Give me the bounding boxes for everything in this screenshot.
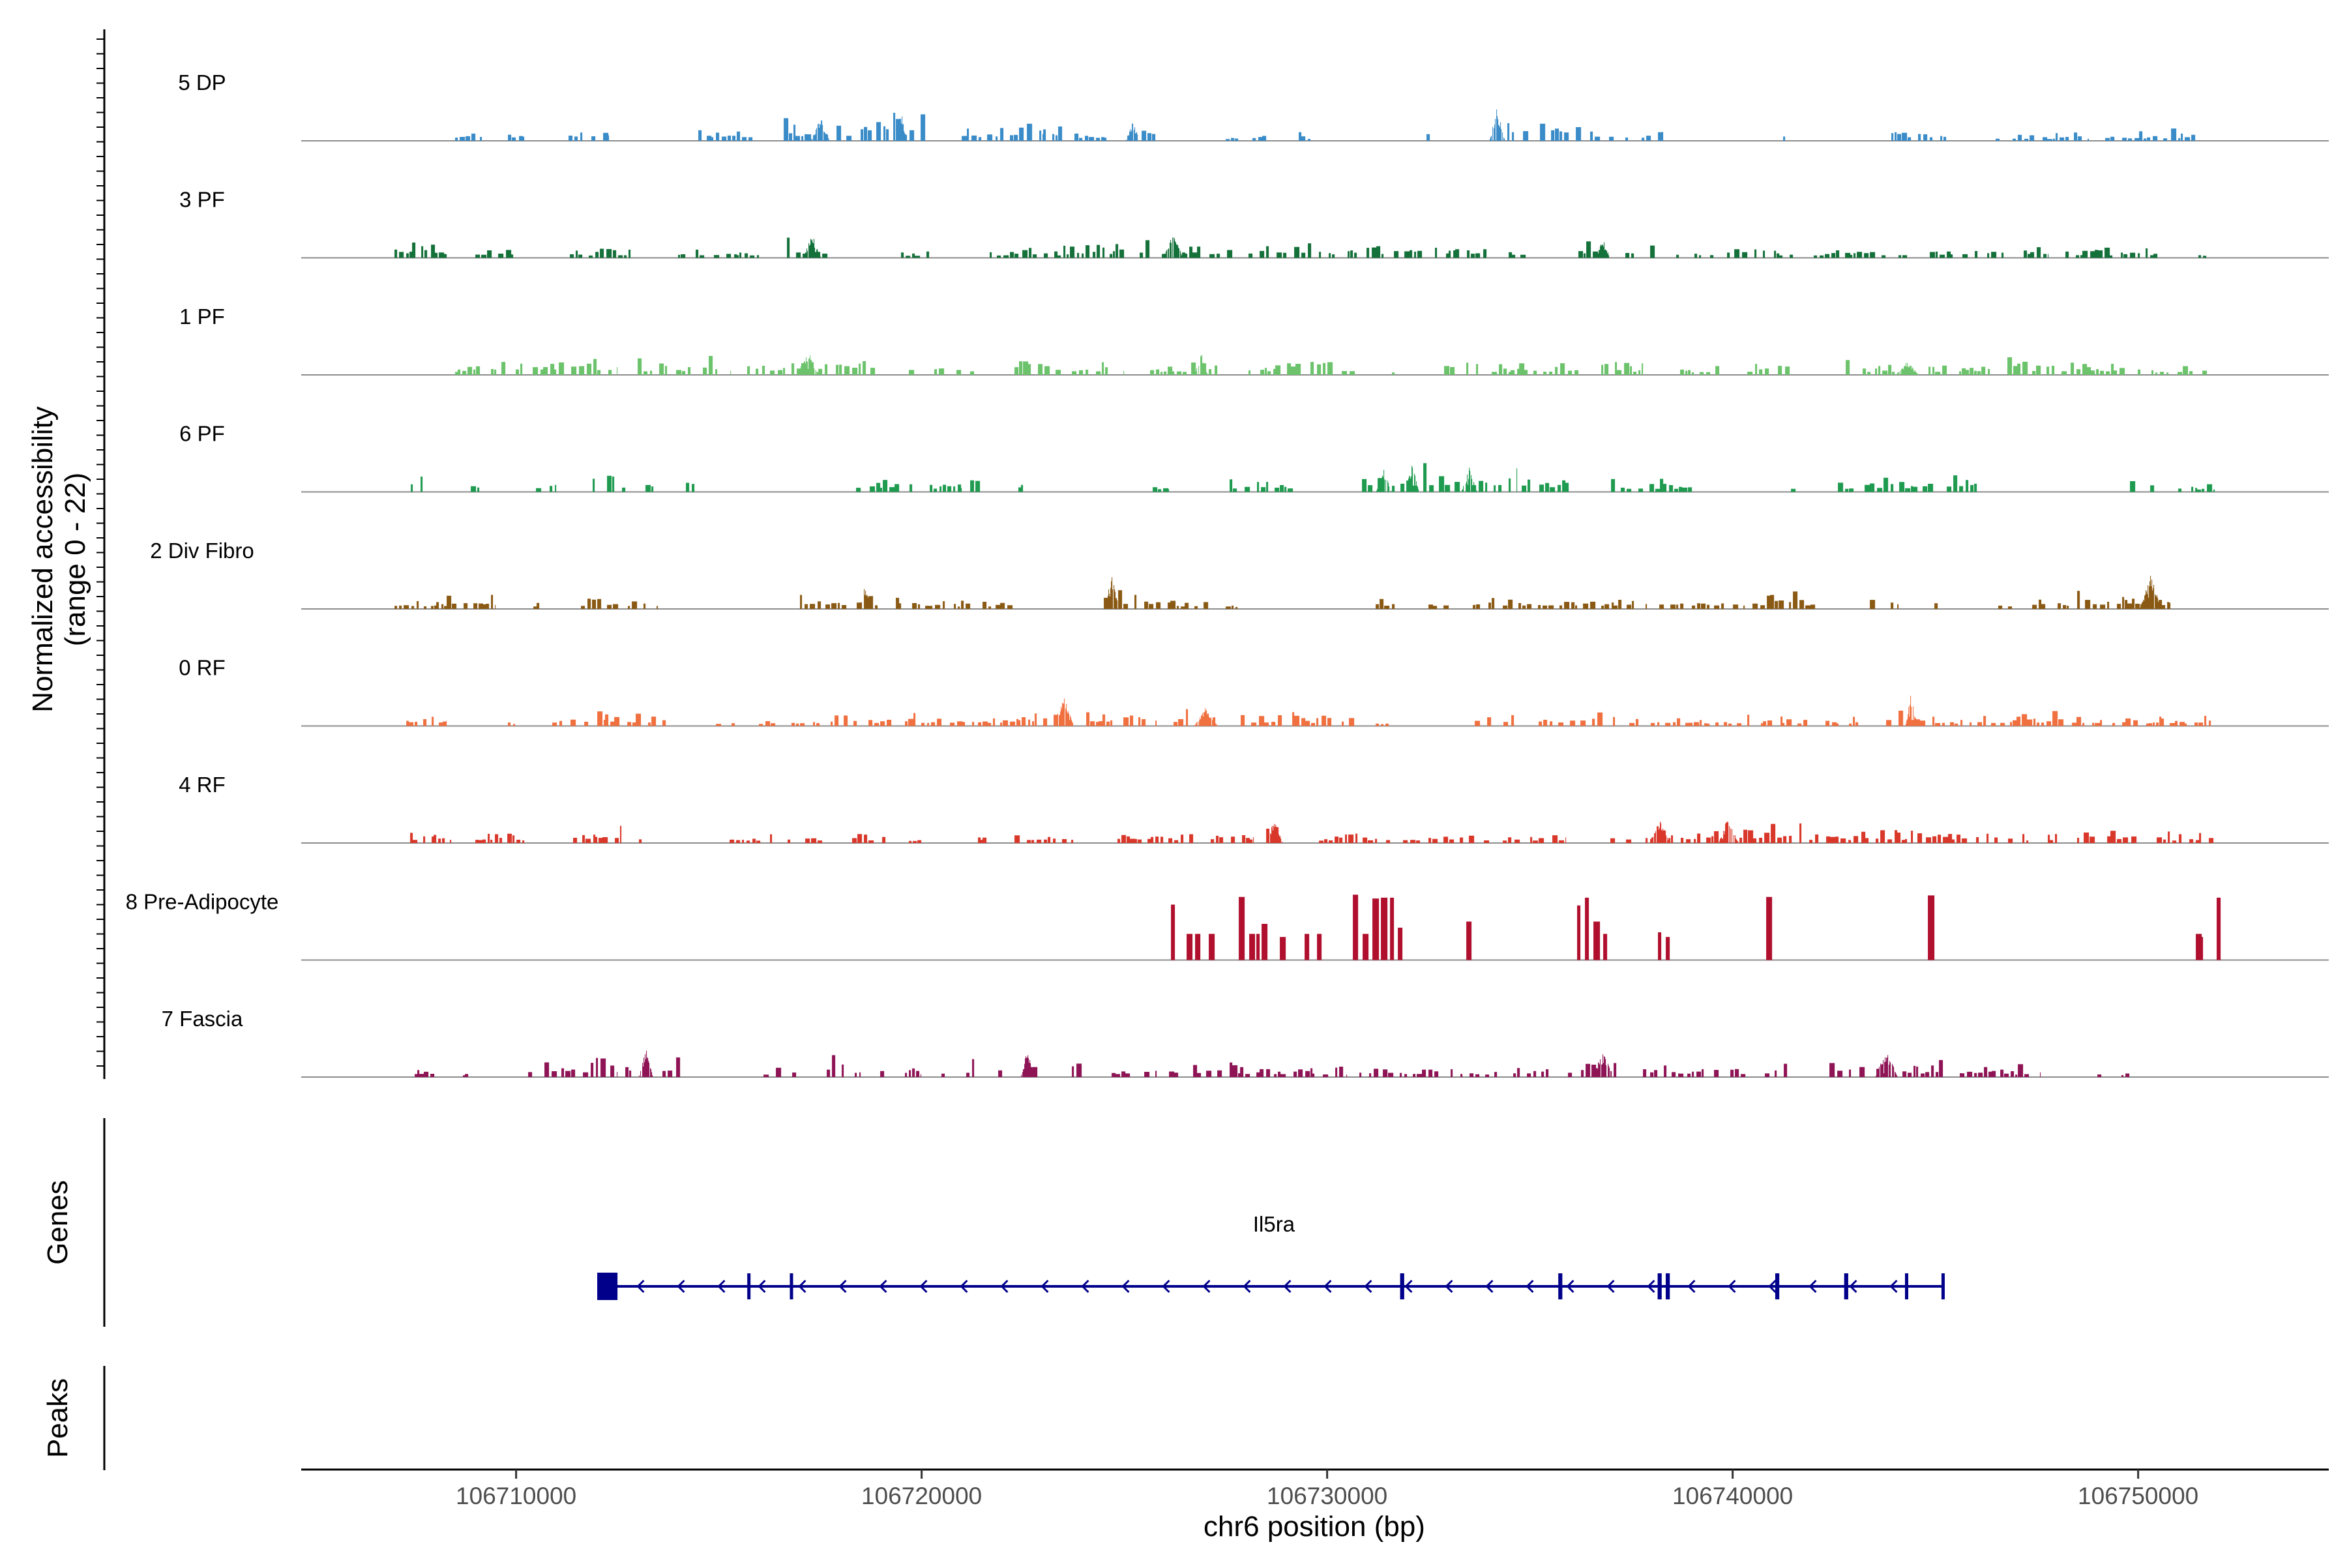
track-area-6-pf [411,463,2215,492]
strand-arrow [1041,1279,1049,1294]
gene-exon [747,1273,751,1299]
strand-arrow [838,1279,847,1294]
track-label-1-pf: 1 PF [179,304,225,329]
gene-exon [1400,1273,1404,1299]
track-4-rf: 4 RF [179,773,2329,844]
track-3-pf: 3 PF [179,188,2329,259]
track-label-8-pre-adipocyte: 8 Pre-Adipocyte [126,890,279,914]
track-label-0-rf: 0 RF [179,656,226,680]
strand-arrow [1162,1279,1170,1294]
track-6-pf: 6 PF [179,422,2329,493]
strand-arrow [1889,1279,1898,1294]
strand-arrow [1485,1279,1494,1294]
strand-arrow [1323,1279,1332,1294]
track-area-5-dp [455,109,2196,141]
strand-arrow [879,1279,887,1294]
gene-exon [1666,1273,1670,1299]
gene-exon [790,1273,793,1299]
strand-arrow [960,1279,968,1294]
x-tick-label: 106710000 [456,1483,576,1509]
gene-exon [1941,1273,1945,1299]
track-2-div-fibro: 2 Div Fibro [150,539,2329,610]
track-label-5-dp: 5 DP [178,70,226,95]
y-axis-title: Normalized accessibility [27,406,59,712]
gene-exon-utr [597,1273,618,1300]
track-label-4-rf: 4 RF [179,773,226,797]
track-area-0-rf [406,696,2211,726]
track-5-dp: 5 DP [178,70,2329,141]
strand-arrow [1647,1279,1655,1294]
track-label-7-fascia: 7 Fascia [162,1007,243,1031]
strand-arrow [1202,1279,1211,1294]
gene-exon [1844,1273,1848,1299]
gene-name-label: Il5ra [1253,1212,1295,1236]
strand-arrow [1768,1279,1777,1294]
strand-arrow [1808,1279,1817,1294]
x-axis-title: chr6 position (bp) [1203,1511,1425,1543]
track-label-2-div-fibro: 2 Div Fibro [150,539,254,563]
strand-arrow [636,1279,645,1294]
strand-arrow [1445,1279,1453,1294]
y-axis-range: (range 0 - 22) [59,473,91,647]
track-0-rf: 0 RF [179,656,2329,727]
track-area-2-div-fibro [394,576,2171,609]
strand-arrow [1728,1279,1736,1294]
strand-arrow [798,1279,806,1294]
strand-arrow [717,1279,726,1294]
strand-arrow [677,1279,685,1294]
gene-model-il5ra [597,1273,1945,1300]
x-tick-label: 106730000 [1267,1483,1387,1509]
strand-arrow [1000,1279,1009,1294]
strand-arrow [1081,1279,1089,1294]
x-tick-label: 106740000 [1672,1483,1793,1509]
track-label-3-pf: 3 PF [179,188,225,212]
genes-track-label: Genes [42,1180,74,1265]
track-area-3-pf [394,237,2207,258]
track-label-6-pf: 6 PF [179,422,225,446]
track-area-4-rf [410,821,2214,843]
coverage-tracks: 5 DP 3 PF 1 PF 6 PF 2 Div Fibro 0 RF 4 RF 8 Pre… [126,70,2329,1078]
strand-arrow [919,1279,928,1294]
track-1-pf: 1 PF [179,304,2329,376]
strand-arrow [1606,1279,1615,1294]
strand-arrow [1243,1279,1251,1294]
gene-exon [1905,1273,1909,1299]
strand-arrow [1364,1279,1372,1294]
gene-exon [1558,1273,1563,1299]
strand-arrow [758,1279,766,1294]
strand-arrow [1404,1279,1413,1294]
track-7-fascia: 7 Fascia [162,1007,2329,1078]
track-area-7-fascia [415,1050,2130,1077]
peaks-track-label: Peaks [42,1378,74,1458]
track-area-8-pre-adipocyte [1171,895,2221,960]
strand-arrow [1283,1279,1292,1294]
coverage-y-minor-ticks [96,38,104,1067]
gene-exon [1775,1273,1780,1299]
track-8-pre-adipocyte: 8 Pre-Adipocyte [126,890,2329,961]
x-axis-ticks: 106710000 106720000 106730000 106740000 1067… [456,1470,2198,1509]
strand-arrow [1526,1279,1534,1294]
strand-arrow [1849,1279,1857,1294]
x-tick-label: 106750000 [2078,1483,2198,1509]
strand-arrow [1687,1279,1696,1294]
strand-arrow [1121,1279,1130,1294]
x-tick-label: 106720000 [861,1483,982,1509]
track-area-1-pf [455,355,2207,375]
strand-arrow [1566,1279,1574,1294]
gene-exon [1657,1273,1662,1299]
